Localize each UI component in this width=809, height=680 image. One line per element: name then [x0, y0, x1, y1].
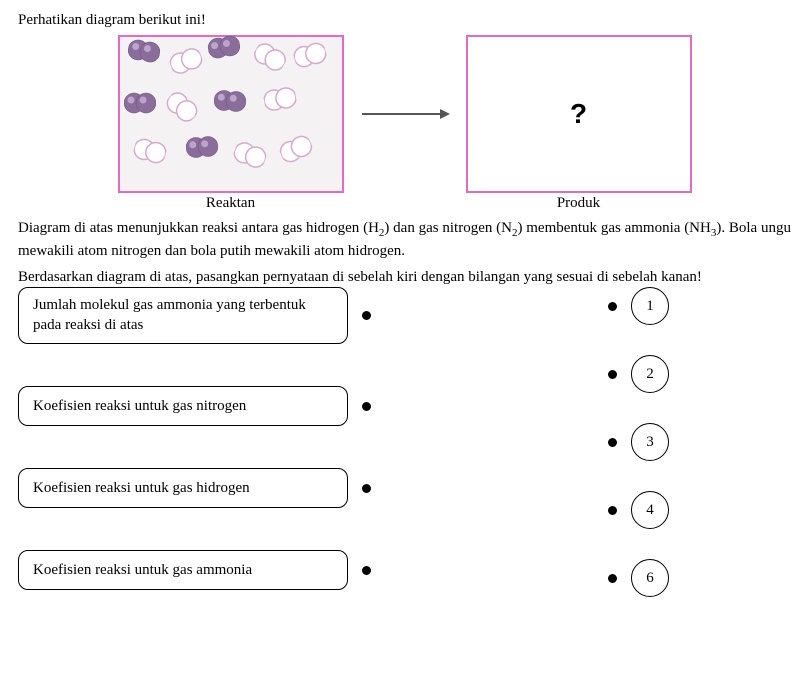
number-circle[interactable]: 2 — [631, 355, 669, 393]
hydrogen-molecule-icon — [231, 139, 269, 171]
left-dot-icon[interactable] — [362, 566, 371, 575]
p1-part2: ) dan gas nitrogen (N — [384, 220, 512, 236]
p1-part1: Diagram di atas menunjukkan reaksi antar… — [18, 220, 379, 236]
paragraph-2: Berdasarkan diagram di atas, pasangkan p… — [18, 267, 791, 287]
number-item: 1 — [608, 287, 669, 325]
p1-part3: ) membentuk gas ammonia (NH — [517, 220, 710, 236]
statement-box[interactable]: Koefisien reaksi untuk gas nitrogen — [18, 386, 348, 426]
right-dot-icon[interactable] — [608, 370, 617, 379]
nitrogen-molecule-icon — [213, 89, 247, 114]
nitrogen-molecule-icon — [206, 33, 241, 60]
hydrogen-molecule-icon — [276, 132, 314, 165]
number-label: 6 — [646, 570, 654, 587]
number-label: 2 — [646, 366, 654, 383]
matching-section: Jumlah molekul gas ammonia yang terbentu… — [18, 287, 791, 657]
nitrogen-molecule-icon — [185, 135, 219, 160]
left-dot-icon[interactable] — [362, 402, 371, 411]
reaktan-box — [118, 35, 344, 193]
question-mark: ? — [570, 98, 587, 130]
statement-text: Koefisien reaksi untuk gas hidrogen — [33, 479, 250, 499]
number-circle[interactable]: 3 — [631, 423, 669, 461]
right-dot-icon[interactable] — [608, 506, 617, 515]
statement-text: Jumlah molekul gas ammonia yang terbentu… — [33, 296, 333, 335]
statement-row: Koefisien reaksi untuk gas hidrogen — [18, 468, 791, 508]
number-label: 1 — [646, 298, 654, 315]
statements-column: Jumlah molekul gas ammonia yang terbentu… — [18, 287, 791, 612]
number-item: 2 — [608, 355, 669, 393]
statement-text: Koefisien reaksi untuk gas ammonia — [33, 561, 252, 581]
right-dot-icon[interactable] — [608, 438, 617, 447]
arrow-icon — [360, 104, 450, 124]
statement-text: Koefisien reaksi untuk gas nitrogen — [33, 397, 246, 417]
number-item: 4 — [608, 491, 669, 529]
paragraph-1: Diagram di atas menunjukkan reaksi antar… — [18, 218, 791, 261]
produk-box: ? — [466, 35, 692, 193]
nitrogen-molecule-icon — [126, 37, 161, 64]
hydrogen-molecule-icon — [162, 88, 201, 125]
number-item: 6 — [608, 559, 669, 597]
statement-box[interactable]: Koefisien reaksi untuk gas hidrogen — [18, 468, 348, 508]
reaktan-label: Reaktan — [206, 195, 255, 212]
number-circle[interactable]: 4 — [631, 491, 669, 529]
statement-row: Koefisien reaksi untuk gas nitrogen — [18, 386, 791, 426]
statement-box[interactable]: Koefisien reaksi untuk gas ammonia — [18, 550, 348, 590]
nitrogen-molecule-icon — [124, 92, 156, 114]
number-item: 3 — [608, 423, 669, 461]
reaktan-wrap: Reaktan — [118, 35, 344, 212]
number-circle[interactable]: 6 — [631, 559, 669, 597]
statement-row: Koefisien reaksi untuk gas ammonia — [18, 550, 791, 590]
produk-wrap: ? Produk — [466, 35, 692, 212]
hydrogen-molecule-icon — [250, 39, 289, 74]
hydrogen-molecule-icon — [131, 136, 168, 166]
right-dot-icon[interactable] — [608, 302, 617, 311]
hydrogen-molecule-icon — [291, 40, 328, 70]
numbers-column: 1 2 3 4 6 — [608, 287, 669, 597]
number-label: 3 — [646, 434, 654, 451]
statement-row: Jumlah molekul gas ammonia yang terbentu… — [18, 287, 791, 344]
number-circle[interactable]: 1 — [631, 287, 669, 325]
left-dot-icon[interactable] — [362, 484, 371, 493]
intro-text: Perhatikan diagram berikut ini! — [18, 12, 791, 29]
hydrogen-molecule-icon — [167, 45, 205, 77]
statement-box[interactable]: Jumlah molekul gas ammonia yang terbentu… — [18, 287, 348, 344]
right-dot-icon[interactable] — [608, 574, 617, 583]
number-label: 4 — [646, 502, 654, 519]
produk-label: Produk — [557, 195, 600, 212]
left-dot-icon[interactable] — [362, 311, 371, 320]
hydrogen-molecule-icon — [262, 85, 297, 112]
diagram-row: Reaktan ? Produk — [18, 35, 791, 212]
